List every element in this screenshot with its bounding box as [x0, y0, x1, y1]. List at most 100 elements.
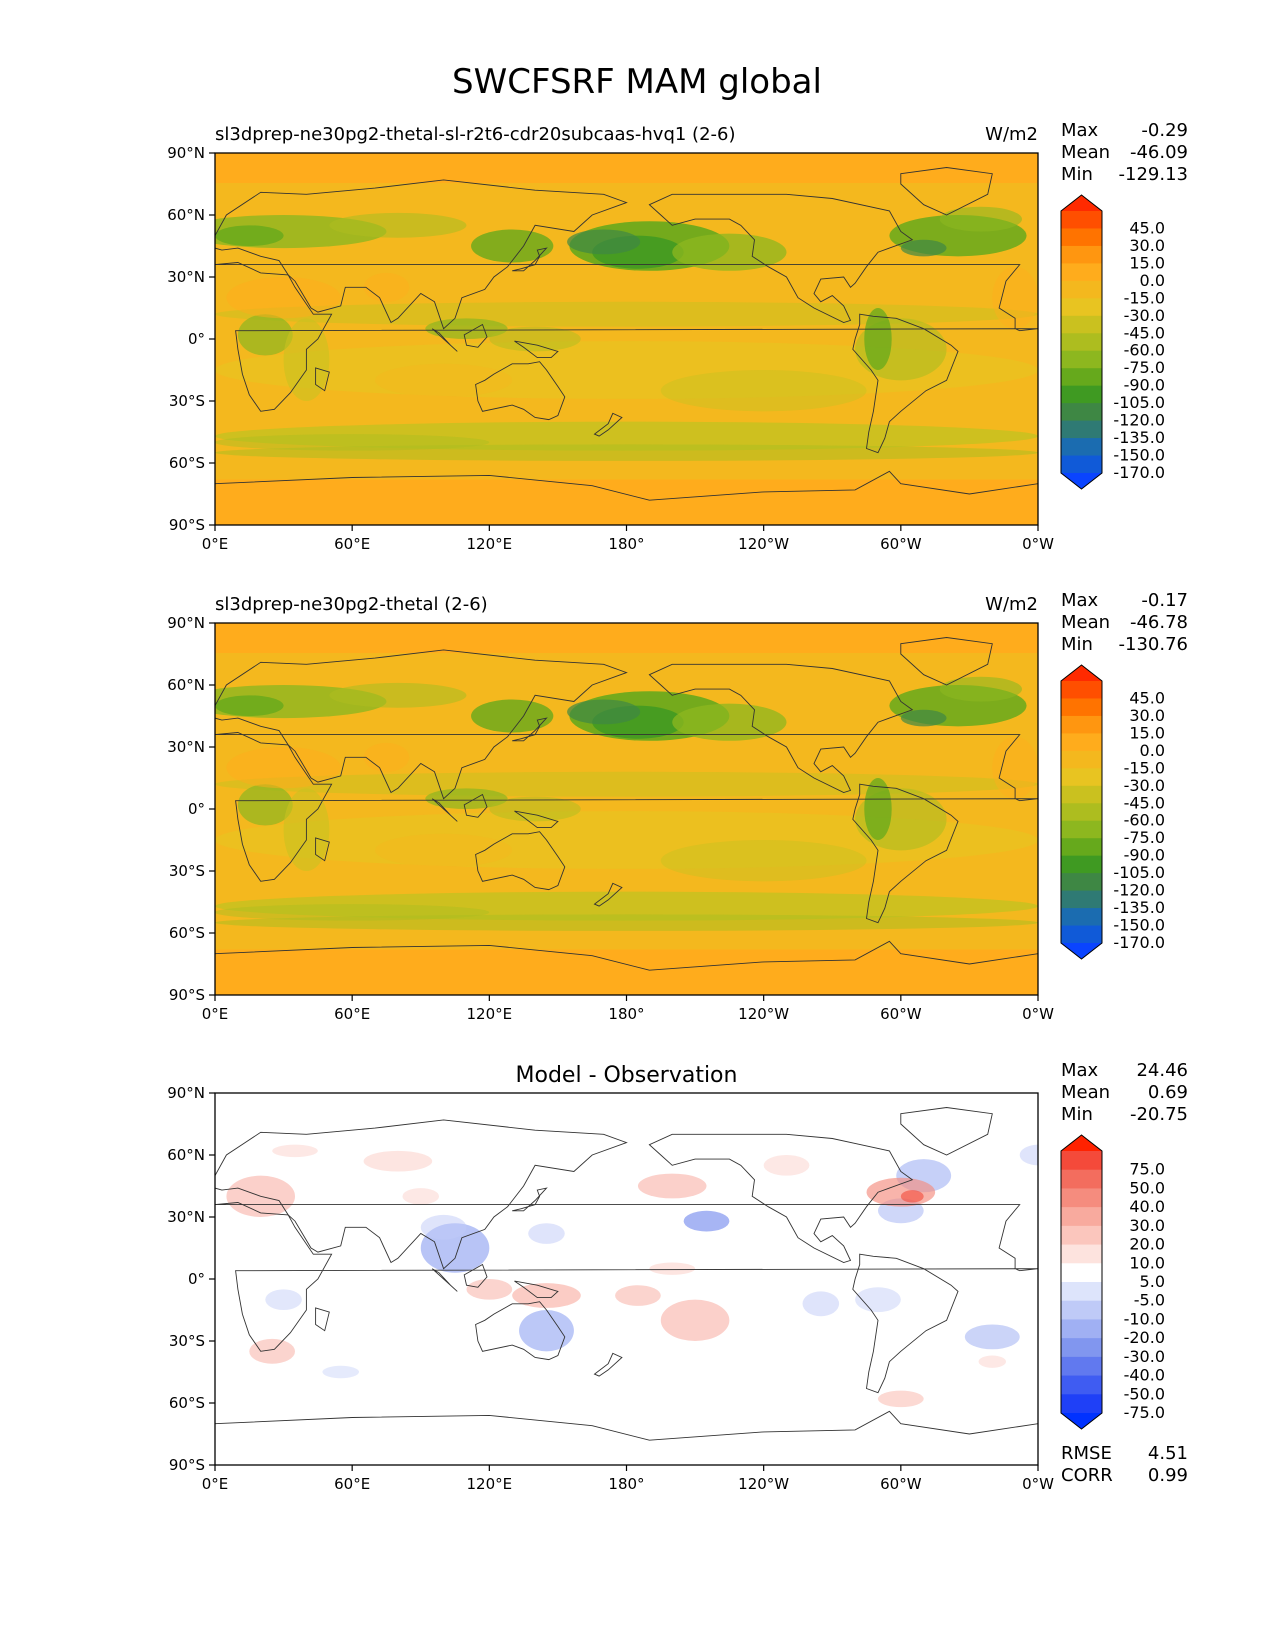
stat-min-label: Min: [1061, 1104, 1093, 1125]
colorbar-label: -120.0: [1113, 881, 1165, 900]
coastline: [900, 167, 993, 216]
colorbar-segment: [1061, 1394, 1102, 1414]
panel-units: W/m2: [985, 594, 1038, 615]
panel-test: sl3dprep-ne30pg2-thetal-sl-r2t6-cdr20sub…: [167, 120, 1188, 553]
lon-tick-label: 60°W: [880, 1475, 922, 1493]
field-patch: [528, 1223, 565, 1244]
lat-tick-label: 0°: [188, 800, 205, 818]
coastline: [475, 361, 566, 421]
colorbar-segment: [1061, 1169, 1102, 1190]
colorbar-segment: [1061, 1375, 1102, 1395]
lon-tick-label: 60°W: [880, 1005, 922, 1023]
coastline: [463, 1263, 488, 1288]
lon-tick-label: 120°E: [467, 1005, 513, 1023]
colorbar-label: -105.0: [1113, 863, 1165, 882]
stat-min-label: Min: [1061, 164, 1093, 185]
colorbar-segment: [1061, 681, 1102, 700]
colorbar-label: -75.0: [1124, 358, 1165, 377]
field-patch: [567, 699, 641, 725]
coastline: [431, 328, 458, 352]
colorbar-label: 0.0: [1140, 741, 1165, 760]
field-patch: [215, 904, 490, 921]
colorbar-segment: [1061, 1263, 1102, 1283]
colorbar-segment: [1061, 315, 1102, 334]
coastline: [900, 637, 993, 686]
colorbar-label: 45.0: [1129, 218, 1165, 237]
lat-tick-label: 60°N: [167, 676, 205, 694]
lon-tick-label: 0°W: [1022, 1475, 1054, 1493]
lon-tick-label: 120°W: [738, 535, 789, 553]
colorbar-segment: [1061, 1151, 1102, 1171]
field-patch: [226, 747, 341, 789]
lon-tick-label: 180°: [608, 1475, 644, 1493]
colorbar-segment: [1061, 1207, 1102, 1227]
colorbar-label: 45.0: [1129, 688, 1165, 707]
colorbar-label: -90.0: [1124, 376, 1165, 395]
field-patch: [683, 1210, 730, 1232]
field-patch: [329, 212, 467, 238]
coastline: [512, 717, 548, 742]
lon-tick-label: 60°E: [334, 1475, 370, 1493]
coastline: [215, 470, 1038, 525]
colorbar-label: -15.0: [1124, 758, 1165, 777]
colorbar-segment: [1061, 455, 1102, 474]
panel-left-title: sl3dprep-ne30pg2-thetal (2-6): [215, 594, 488, 615]
colorbar-segment: [1061, 768, 1102, 787]
stat-mean-label: Mean: [1061, 612, 1110, 633]
colorbar-segment: [1061, 333, 1102, 352]
lat-tick-label: 90°S: [169, 986, 205, 1004]
coastline: [512, 247, 548, 272]
coastline: [593, 882, 623, 907]
colorbar-segment: [1061, 750, 1102, 769]
field-patch: [420, 1214, 467, 1240]
field-patch: [237, 314, 293, 356]
colorbar-segment: [1061, 733, 1102, 752]
stat-min-value: -130.76: [1119, 634, 1188, 655]
coastline: [514, 810, 559, 829]
stat-min-value: -129.13: [1119, 164, 1188, 185]
lat-tick-label: 30°N: [167, 268, 205, 286]
lat-tick-label: 90°N: [167, 1084, 205, 1102]
stat-max-value: 24.46: [1136, 1060, 1188, 1081]
stat-max-label: Max: [1061, 590, 1099, 611]
field-patch: [637, 1173, 707, 1199]
colorbar-segment: [1061, 403, 1102, 422]
lon-tick-label: 60°E: [334, 535, 370, 553]
colorbar-label: 10.0: [1129, 1253, 1165, 1272]
map-field: [215, 153, 1038, 525]
stat-mean-label: Mean: [1061, 142, 1110, 163]
colorbar-label: -60.0: [1124, 341, 1165, 360]
stat-mean-value: -46.78: [1130, 612, 1188, 633]
colorbar-label: -45.0: [1124, 793, 1165, 812]
colorbar-label: -150.0: [1113, 916, 1165, 935]
colorbar-label: -135.0: [1113, 898, 1165, 917]
colorbar-label: -90.0: [1124, 846, 1165, 865]
coastline: [648, 193, 914, 323]
colorbar-label: -60.0: [1124, 811, 1165, 830]
colorbar-label: 75.0: [1129, 1160, 1165, 1179]
lat-tick-label: 30°S: [169, 1332, 205, 1350]
coastline: [215, 732, 1038, 882]
colorbar-segment: [1061, 873, 1102, 892]
coastline: [315, 837, 330, 862]
colorbar-extend-top: [1061, 1135, 1102, 1151]
colorbar-segment: [1061, 280, 1102, 299]
colorbar-extend-top: [1061, 195, 1102, 211]
field-patch: [363, 742, 410, 772]
map-background: [215, 1093, 1038, 1465]
colorbar-segment: [1061, 298, 1102, 317]
field-patch: [215, 695, 284, 717]
colorbar-segment: [1061, 908, 1102, 927]
colorbar-label: 50.0: [1129, 1178, 1165, 1197]
lon-tick-label: 60°E: [334, 1005, 370, 1023]
field-patch: [763, 1155, 810, 1176]
colorbar-segment: [1061, 820, 1102, 839]
field-patch: [402, 1188, 440, 1205]
colorbar: 45.030.015.00.0-15.0-30.0-45.0-60.0-75.0…: [1060, 664, 1165, 960]
coastline: [431, 1268, 458, 1292]
field-patch: [471, 699, 554, 733]
stat-max-label: Max: [1061, 120, 1099, 141]
lon-tick-label: 120°E: [467, 1475, 513, 1493]
stat-max-value: -0.29: [1141, 120, 1188, 141]
field-patch: [802, 1291, 840, 1317]
